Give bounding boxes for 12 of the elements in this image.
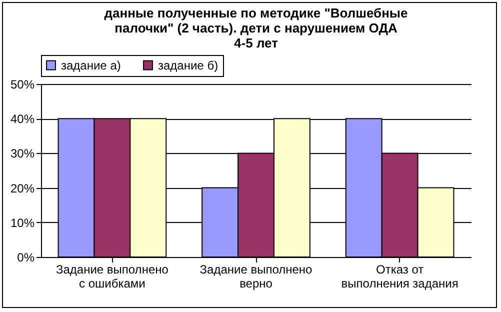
y-tick-label: 40% [10,112,35,126]
legend-label: задание а) [61,58,121,72]
x-tick-label: Отказ от выполнения задания [341,262,458,290]
y-tick-label: 0% [17,250,35,264]
legend-label: задание б) [158,58,218,72]
y-tick-label: 50% [10,78,35,92]
y-tick-label: 10% [10,216,35,230]
y-tick-label: 20% [10,181,35,196]
x-tick-label: Задание выполнено верно [200,262,313,290]
y-tick-label: 30% [10,146,35,161]
x-tick-label: Задание выполнено с ошибками [56,262,169,290]
chart-title: данные полученные по методике "Волшебные палочки" (2 часть). дети с нарушением ОДА 4-5 лет [104,6,408,50]
